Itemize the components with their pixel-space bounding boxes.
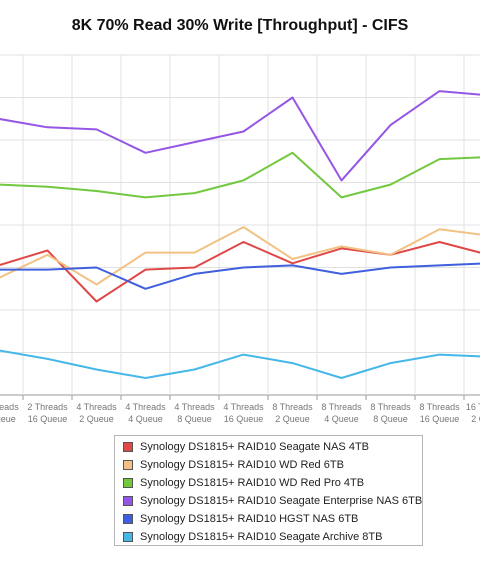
legend: Synology DS1815+ RAID10 Seagate NAS 4TB S… xyxy=(114,435,423,546)
x-tick-label: 8 Threads xyxy=(370,402,411,412)
legend-label: Synology DS1815+ RAID10 Seagate Archive … xyxy=(140,531,383,543)
x-tick-label: 2 Queue xyxy=(0,414,16,424)
x-tick-label: 16 Queue xyxy=(224,414,264,424)
x-tick-label: 8 Threads xyxy=(272,402,313,412)
legend-label: Synology DS1815+ RAID10 Seagate NAS 4TB xyxy=(140,441,369,453)
series-lines xyxy=(0,90,480,379)
legend-item: Synology DS1815+ RAID10 Seagate Archive … xyxy=(115,528,422,546)
series-line-3 xyxy=(0,151,480,199)
x-tick-label: 2 Queue xyxy=(275,414,310,424)
legend-swatch xyxy=(123,478,133,488)
legend-label: Synology DS1815+ RAID10 WD Red Pro 4TB xyxy=(140,477,365,489)
legend-swatch xyxy=(123,442,133,452)
x-tick-label: 4 Threads xyxy=(174,402,215,412)
legend-swatch xyxy=(123,496,133,506)
x-axis xyxy=(22,395,465,400)
legend-item: Synology DS1815+ RAID10 WD Red Pro 4TB xyxy=(115,474,422,492)
x-tick-label: 2 Queue xyxy=(471,414,480,424)
series-line-4 xyxy=(0,90,480,182)
legend-label: Synology DS1815+ RAID10 WD Red 6TB xyxy=(140,459,344,471)
x-tick-label: 2 Threads xyxy=(0,402,19,412)
x-tick-label: 8 Threads xyxy=(419,402,460,412)
x-tick-labels: 2 Threads 2 Queue 2 Threads 16 Queue 4 Threa… xyxy=(0,402,480,424)
x-tick-label: 2 Queue xyxy=(79,414,114,424)
legend-item: Synology DS1815+ RAID10 HGST NAS 6TB xyxy=(115,510,422,528)
x-tick-label: 16 Threads xyxy=(466,402,480,412)
legend-swatch xyxy=(123,532,133,542)
legend-label: Synology DS1815+ RAID10 Seagate Enterpri… xyxy=(140,495,423,507)
x-tick-label: 4 Queue xyxy=(128,414,163,424)
series-line-2 xyxy=(0,226,480,286)
legend-swatch xyxy=(123,514,133,524)
legend-item: Synology DS1815+ RAID10 Seagate Enterpri… xyxy=(115,492,422,510)
legend-swatch xyxy=(123,460,133,470)
legend-item: Synology DS1815+ RAID10 Seagate NAS 4TB xyxy=(115,438,422,456)
line-chart: 2 Threads 2 Queue 2 Threads 16 Queue 4 Threa… xyxy=(0,54,480,424)
x-tick-label: 2 Threads xyxy=(27,402,68,412)
series-line-6 xyxy=(0,349,480,379)
legend-item: Synology DS1815+ RAID10 WD Red 6TB xyxy=(115,456,422,474)
series-line-5 xyxy=(0,262,480,290)
x-tick-label: 4 Threads xyxy=(125,402,166,412)
grid-lines xyxy=(0,54,480,396)
x-tick-label: 4 Threads xyxy=(223,402,264,412)
series-line-1 xyxy=(0,241,480,303)
x-tick-label: 16 Queue xyxy=(28,414,68,424)
chart-title: 8K 70% Read 30% Write [Throughput] - CIF… xyxy=(71,17,409,34)
x-tick-label: 8 Threads xyxy=(321,402,362,412)
legend-label: Synology DS1815+ RAID10 HGST NAS 6TB xyxy=(140,513,359,525)
x-tick-label: 4 Threads xyxy=(76,402,117,412)
x-tick-label: 4 Queue xyxy=(324,414,359,424)
x-tick-label: 8 Queue xyxy=(177,414,212,424)
x-tick-label: 16 Queue xyxy=(420,414,460,424)
x-tick-label: 8 Queue xyxy=(373,414,408,424)
